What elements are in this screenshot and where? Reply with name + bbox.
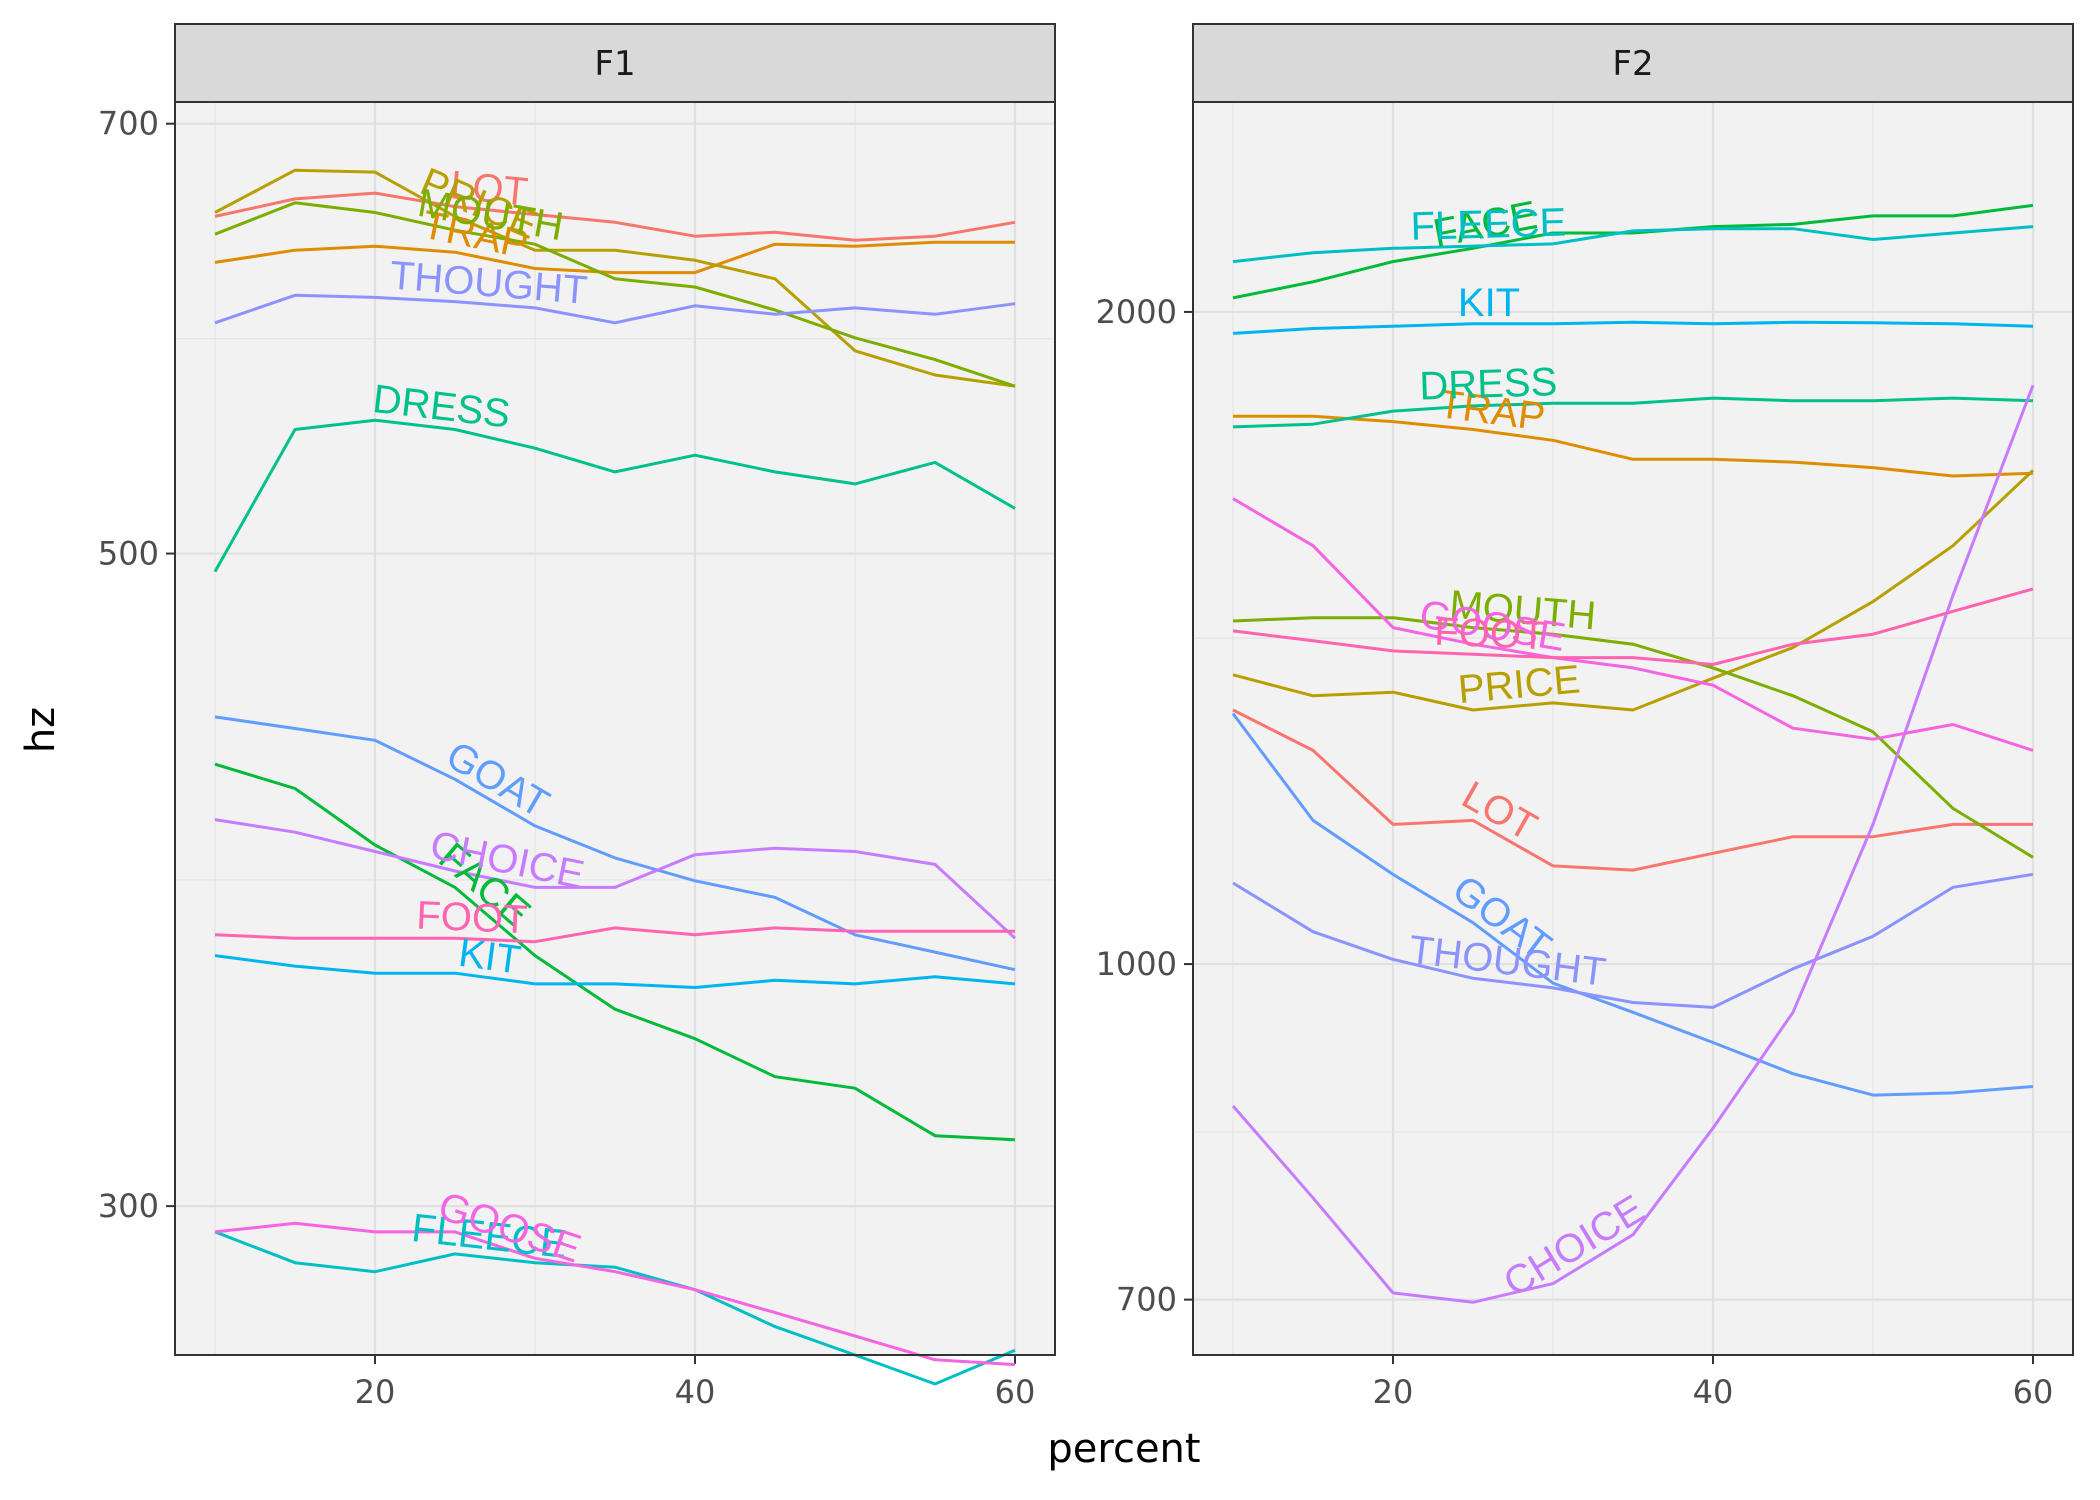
- panel-f2: F2 20 40 6070010002000LOTTRAPPRICEMOUTHFAC…: [1096, 23, 2074, 1411]
- x-tick-label: 60: [2013, 1373, 2054, 1411]
- series-line-trap: [1233, 414, 2034, 478]
- series-line-lot: [1232, 708, 2033, 872]
- series-line-face: [214, 762, 1016, 1142]
- series-label-kit: KIT: [456, 931, 524, 983]
- x-tick-label: 20: [1373, 1373, 1414, 1411]
- series-line-price: [214, 168, 1016, 388]
- series-label-fleece: FLEECE: [1410, 201, 1567, 249]
- series-line-kit: [1232, 320, 2034, 335]
- strip-label-f1: F1: [594, 44, 635, 84]
- strip-f1: [174, 23, 1056, 103]
- series-line-goat: [214, 715, 1016, 972]
- y-tick-label: 1000: [1096, 945, 1177, 983]
- series-line-fleece: [1232, 225, 2034, 264]
- series-label-foot: FOOT: [415, 894, 528, 943]
- y-tick-label: 2000: [1096, 293, 1177, 331]
- series-line-foot: [214, 926, 1015, 944]
- panel-background: [175, 102, 1055, 1355]
- series-line-lot: [214, 191, 1016, 242]
- panel-f1: F1 20 40 60300500700LOTTRAPPRICEMOUTHFACED…: [98, 23, 1056, 1411]
- y-tick-label: 500: [98, 535, 159, 573]
- series-line-trap: [214, 240, 1015, 275]
- series-label-lot: LOT: [448, 163, 530, 214]
- y-tick-label: 300: [98, 1187, 159, 1225]
- series-line-thought: [214, 293, 1016, 325]
- series-label-foot: FOOT: [1433, 610, 1546, 659]
- series-line-dress: [213, 418, 1016, 573]
- x-axis-title: percent: [1047, 1426, 1200, 1472]
- series-label-price: PRICE: [1456, 657, 1582, 712]
- series-label-dress: DRESS: [1419, 360, 1558, 409]
- x-tick-label: 20: [355, 1373, 396, 1411]
- y-tick-label: 700: [1116, 1281, 1177, 1319]
- series-line-price: [1232, 469, 2035, 712]
- series-line-kit: [214, 954, 1016, 989]
- y-axis-title: hz: [18, 707, 64, 753]
- panel-border: [174, 101, 1056, 1356]
- series-label-kit: KIT: [1458, 281, 1520, 325]
- series-line-mouth: [1232, 616, 2034, 859]
- strip-f2: [1192, 23, 2074, 103]
- panel-background: [1193, 102, 2073, 1355]
- series-line-mouth: [214, 201, 1016, 388]
- x-tick-label: 60: [995, 1373, 1036, 1411]
- strip-label-f2: F2: [1612, 44, 1653, 84]
- panel-border: [1192, 101, 2074, 1356]
- series-line-face: [1232, 203, 2034, 300]
- x-tick-label: 40: [675, 1373, 716, 1411]
- series-line-thought: [1232, 872, 2034, 1009]
- series-line-goat: [1231, 712, 2034, 1097]
- series-line-choice: [214, 818, 1017, 940]
- series-line-fleece: [214, 1230, 1016, 1386]
- series-line-choice: [1231, 384, 2035, 1304]
- x-tick-label: 40: [1693, 1373, 1734, 1411]
- series-line-dress: [1232, 396, 2034, 429]
- series-line-goose: [1232, 497, 2034, 752]
- y-tick-label: 700: [98, 105, 159, 143]
- series-line-goose: [214, 1221, 1016, 1367]
- series-line-foot: [1232, 587, 2034, 666]
